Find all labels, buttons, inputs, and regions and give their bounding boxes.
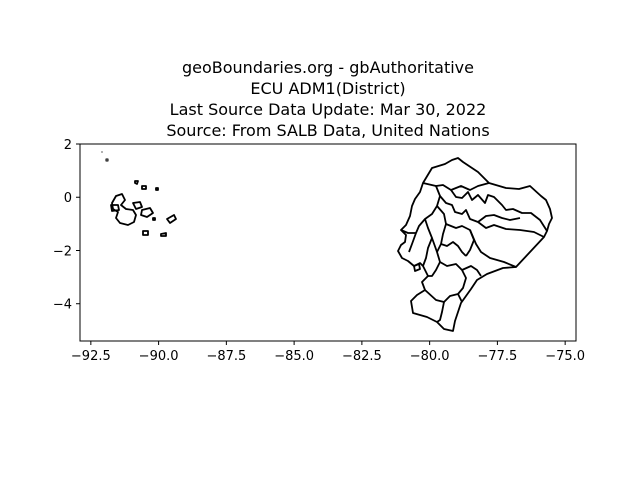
y-tick-label: −2 [53,244,72,259]
province-border [422,218,433,267]
island-santa-fe [152,217,156,221]
province-border [461,265,482,277]
x-tick-label: −85.0 [274,349,314,364]
x-tick-label: −92.5 [71,349,111,364]
island-marchena [141,185,147,190]
y-tick-label: 2 [64,138,72,153]
province-border [424,261,467,303]
island-santiago [132,201,143,210]
y-tick-label: 0 [64,191,72,206]
province-border [436,205,447,253]
island-san-cristobal [166,214,177,224]
province-border [450,189,548,232]
title-line-2: ECU ADM1(District) [250,79,406,98]
island-fernandina [110,204,120,212]
plot-frame [79,143,577,342]
island-espanola [160,232,167,237]
x-tick-label: −75.0 [545,349,585,364]
province-border [436,301,445,323]
island-puna [413,263,421,272]
y-axis: 2 0 −2 −4 [53,138,80,313]
x-tick-label: −80.0 [410,349,450,364]
island-santa-cruz [140,207,154,218]
island-genovesa [155,187,159,191]
x-tick-label: −90.0 [139,349,179,364]
island-isabela [111,193,137,226]
title-line-4: Source: From SALB Data, United Nations [166,121,490,140]
island-pinta [134,180,139,185]
y-tick-label: −4 [53,298,72,313]
province-border [400,229,416,234]
chart-title: geoBoundaries.org - gbAuthoritative ECU … [0,57,640,141]
mainland-outline [397,157,553,332]
island-wolf [105,158,109,162]
province-border [428,237,441,277]
province-border [445,223,475,257]
title-line-1: geoBoundaries.org - gbAuthoritative [181,58,474,77]
x-tick-label: −87.5 [206,349,246,364]
island-floreana [142,230,149,236]
province-border [457,293,463,303]
province-border [439,195,545,238]
province-border [477,214,521,223]
province-border [408,185,441,253]
title-line-3: Last Source Data Update: Mar 30, 2022 [169,100,487,119]
province-border [440,241,467,257]
province-border [422,182,490,191]
province-border [469,229,517,268]
x-axis: −92.5 −90.0 −87.5 −85.0 −82.5 −80.0 −77.5 −75.0 [71,341,585,364]
x-tick-label: −77.5 [477,349,517,364]
map-boundaries [101,151,553,332]
x-tick-label: −82.5 [342,349,382,364]
